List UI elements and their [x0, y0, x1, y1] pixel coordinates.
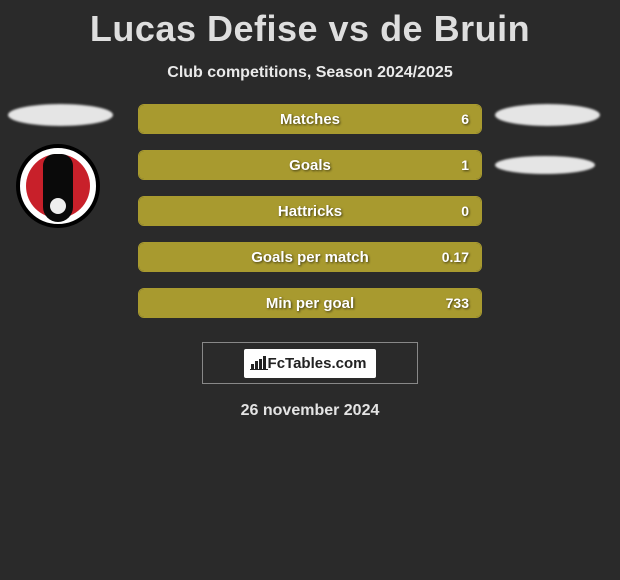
source-attribution-box: FcTables.com [202, 342, 418, 384]
page-title: Lucas Defise vs de Bruin [0, 0, 620, 50]
player-left-avatar-col [8, 104, 113, 228]
stat-bar-value: 0.17 [442, 249, 469, 265]
club-badge-ball-icon [50, 198, 66, 214]
avatar-placeholder-ellipse [8, 104, 113, 126]
stat-bar-value: 0 [461, 203, 469, 219]
stat-bar-label: Min per goal [266, 295, 354, 312]
stat-bar-goals-per-match: Goals per match 0.17 [138, 242, 482, 272]
stat-bars: Matches 6 Goals 1 Hattricks 0 Goals per … [138, 104, 482, 334]
stat-bar-hattricks: Hattricks 0 [138, 196, 482, 226]
stat-bar-value: 1 [461, 157, 469, 173]
source-brand-text: FcTables.com [268, 353, 371, 374]
subtitle: Club competitions, Season 2024/2025 [0, 64, 620, 82]
stat-bar-value: 733 [446, 295, 469, 311]
stat-bar-min-per-goal: Min per goal 733 [138, 288, 482, 318]
club-badge-placeholder-ellipse [495, 156, 595, 174]
stat-bar-label: Hattricks [278, 203, 342, 220]
club-badge-left [16, 144, 100, 228]
bar-chart-icon [250, 356, 268, 370]
stat-bar-value: 6 [461, 111, 469, 127]
stat-bar-label: Goals [289, 157, 331, 174]
snapshot-date: 26 november 2024 [0, 402, 620, 420]
comparison-chart: Matches 6 Goals 1 Hattricks 0 Goals per … [0, 104, 620, 334]
player-right-avatar-col [495, 104, 600, 174]
source-attribution-inner: FcTables.com [244, 349, 377, 378]
stat-bar-matches: Matches 6 [138, 104, 482, 134]
stat-bar-label: Matches [280, 111, 340, 128]
stat-bar-label: Goals per match [251, 249, 369, 266]
avatar-placeholder-ellipse [495, 104, 600, 126]
stat-bar-goals: Goals 1 [138, 150, 482, 180]
